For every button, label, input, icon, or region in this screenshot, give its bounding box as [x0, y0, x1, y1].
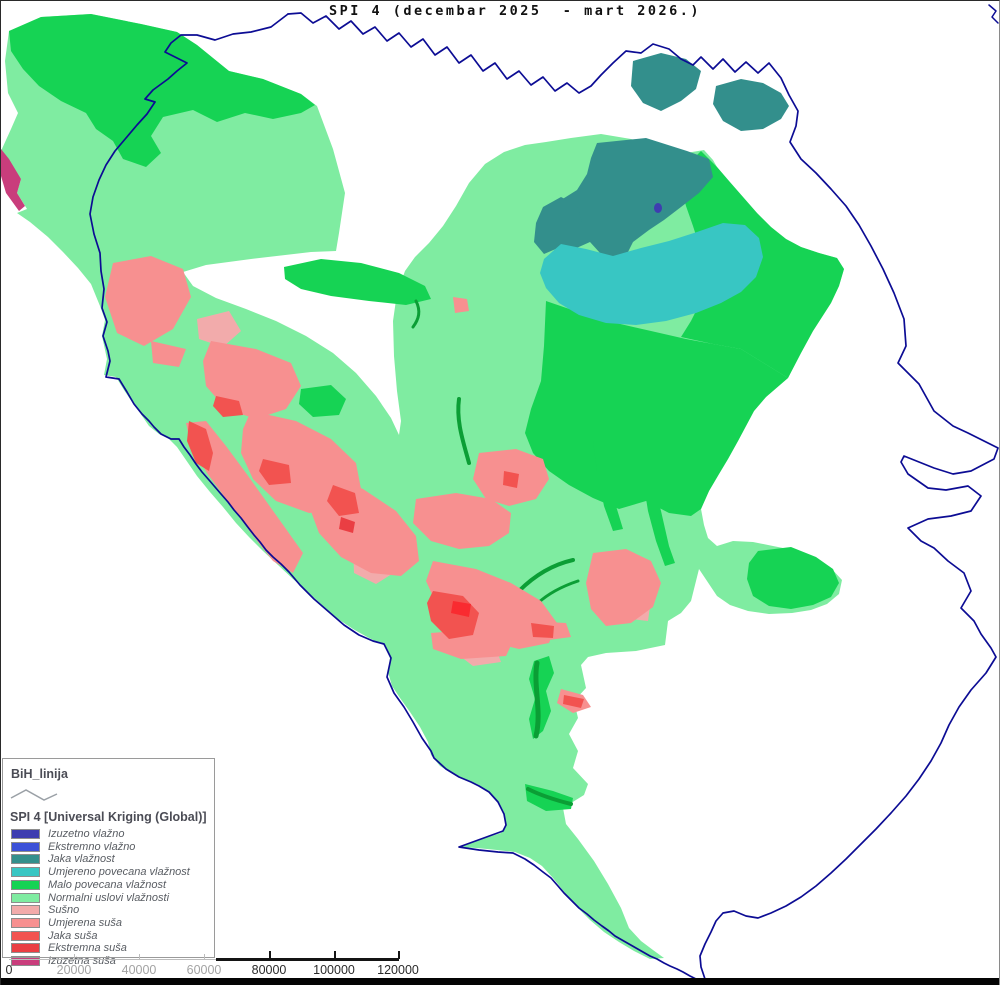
raster-malo-region — [9, 14, 844, 811]
legend-label: Normalni uslovi vlažnosti — [48, 891, 170, 904]
legend-label: Ekstremno vlažno — [48, 840, 136, 853]
legend-label: Izuzetno vlažno — [48, 828, 125, 840]
bih-boundary-line — [89, 4, 999, 985]
legend-item-umjerena_susa: Umjerena suša — [11, 917, 122, 929]
legend-raster-heading: SPI 4 [Universal Kriging (Global)] — [10, 810, 207, 824]
legend-label: Jaka suša — [48, 929, 98, 942]
legend-label: Umjereno povecana vlažnost — [48, 866, 190, 879]
legend-item-jaka_susa: Jaka suša — [11, 930, 98, 942]
legend-swatch-izuzetna_susa — [11, 956, 40, 966]
legend-panel: BiH_linija SPI 4 [Universal Kriging (Glo… — [2, 758, 215, 967]
legend-label: Ekstremna suša — [48, 942, 127, 955]
legend-item-izuzetno_vlazno: Izuzetno vlažno — [11, 828, 124, 840]
raster-cyan-region — [540, 223, 763, 325]
legend-swatch-ekstremno_vlazno — [11, 841, 40, 852]
legend-label: Jaka vlažnost — [48, 853, 115, 866]
legend-swatch-umjerena_susa — [11, 917, 40, 928]
map-title: SPI 4 (decembar 2025 - mart 2026.) — [329, 3, 701, 19]
legend-swatch-normalni — [11, 892, 40, 903]
legend-swatch-jaka_susa — [11, 930, 40, 941]
raster-wet-dot — [654, 203, 662, 213]
legend-label: Izuzetna suša — [48, 955, 116, 967]
legend-swatch-ekstremna_susa — [11, 943, 40, 954]
legend-swatch-susno — [11, 905, 40, 916]
legend-item-susno: Sušno — [11, 904, 79, 916]
legend-swatch-umjereno_povecana — [11, 867, 40, 878]
legend-item-ekstremna_susa: Ekstremna suša — [11, 942, 127, 954]
raster-red-spots — [187, 396, 584, 708]
legend-label: Sušno — [48, 904, 80, 917]
legend-panel-bottom-border — [2, 957, 215, 958]
legend-label: Umjerena suša — [48, 916, 122, 929]
legend-swatch-jaka_vlaznost — [11, 854, 40, 865]
raster-izuzetna-sliver — [1, 149, 25, 211]
raster-dark-green-veins — [411, 299, 580, 806]
legend-item-malo_povecana: Malo povecana vlažnost — [11, 879, 166, 891]
legend-label: Malo povecana vlažnost — [48, 878, 167, 891]
legend-swatch-izuzetno_vlazno — [11, 829, 40, 839]
legend-line-layer-label: BiH_linija — [11, 767, 68, 781]
legend-item-ekstremno_vlazno: Ekstremno vlažno — [11, 841, 135, 853]
bottom-bar — [1, 978, 999, 985]
legend-item-umjereno_povecana: Umjereno povecana vlažnost — [11, 866, 190, 878]
legend-item-jaka_vlaznost: Jaka vlažnost — [11, 853, 115, 865]
legend-item-normalni: Normalni uslovi vlažnosti — [11, 892, 169, 904]
legend-swatch-malo_povecana — [11, 879, 40, 890]
bih-line-symbol — [10, 789, 58, 801]
raster-teal-region — [534, 53, 789, 285]
legend-item-izuzetna_susa: Izuzetna suša — [11, 955, 116, 967]
